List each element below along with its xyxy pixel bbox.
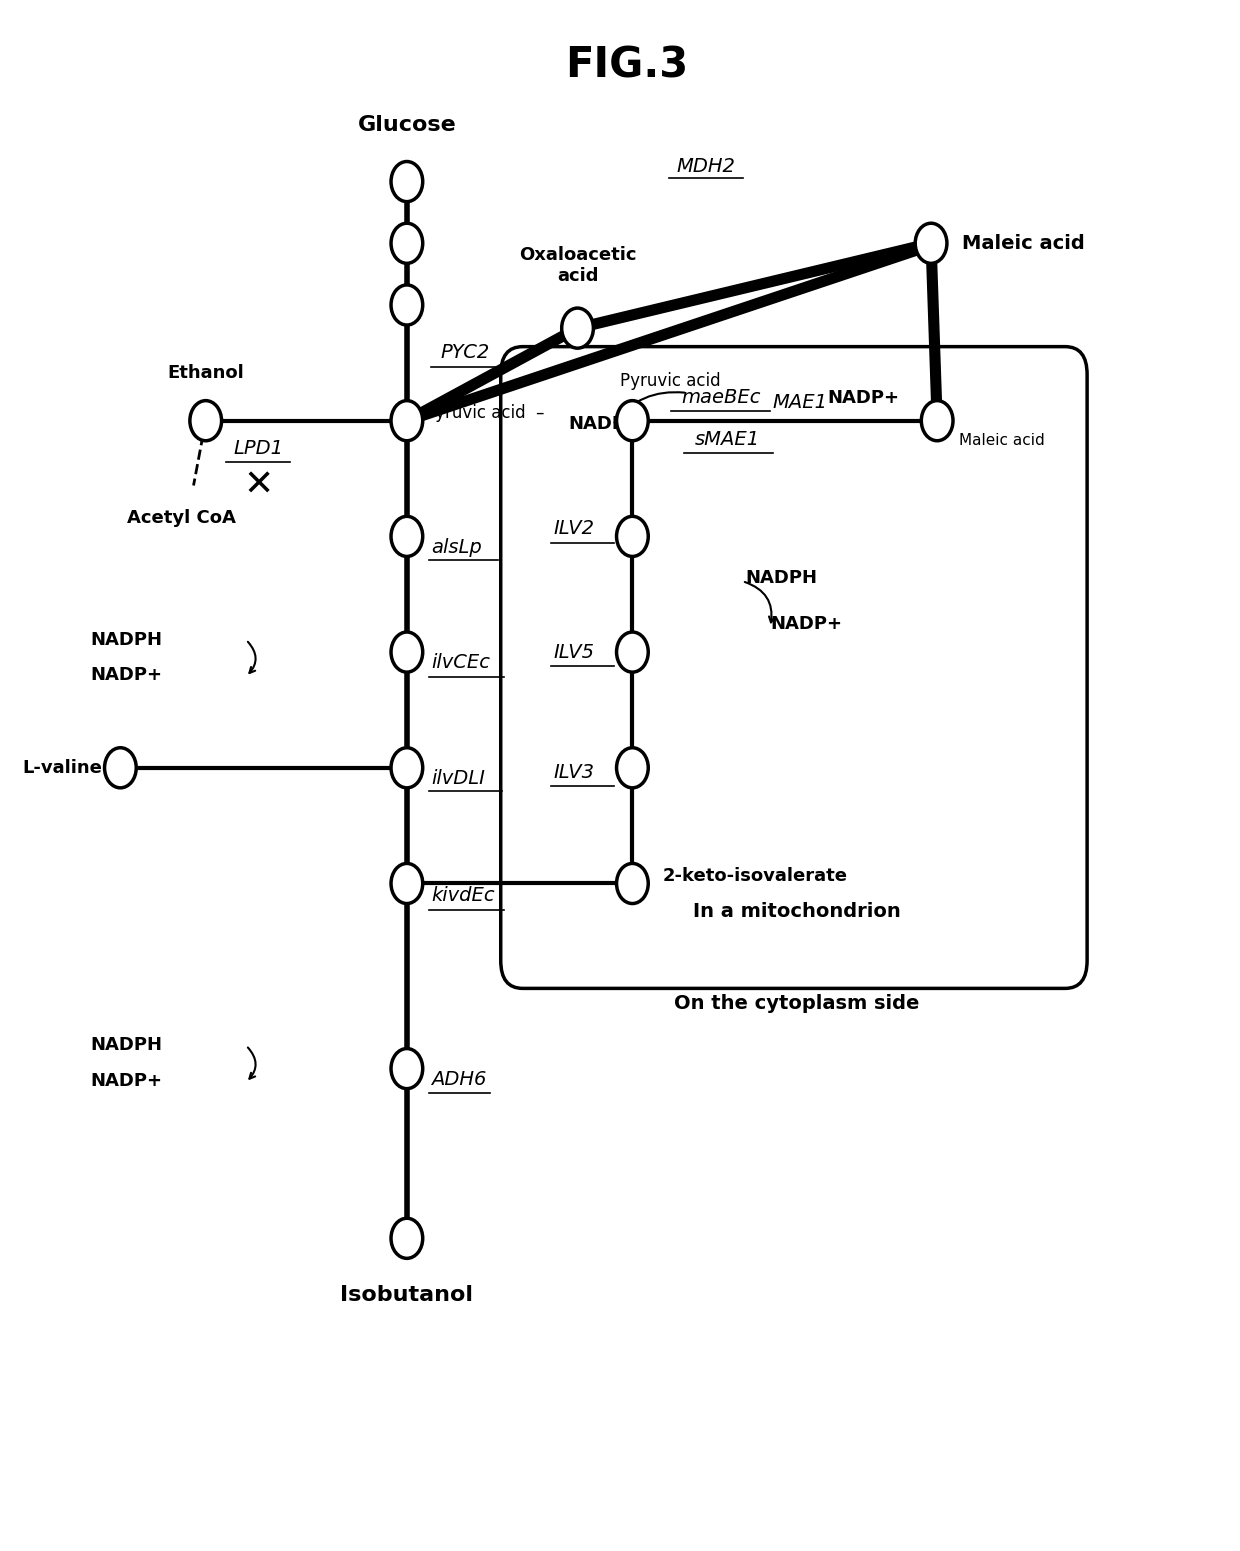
Text: NADP+: NADP+ (770, 616, 842, 633)
Text: FIG.3: FIG.3 (564, 45, 688, 87)
Text: maeBEc: maeBEc (682, 388, 761, 406)
Text: ADH6: ADH6 (432, 1070, 486, 1089)
Text: In a mitochondrion: In a mitochondrion (693, 901, 900, 921)
Text: Glucose: Glucose (357, 115, 456, 135)
Text: Isobutanol: Isobutanol (340, 1284, 474, 1304)
Text: Pyruvic acid: Pyruvic acid (620, 372, 720, 389)
Circle shape (391, 631, 423, 672)
Circle shape (391, 285, 423, 326)
Circle shape (190, 400, 222, 440)
Circle shape (391, 864, 423, 904)
Text: alsLp: alsLp (432, 538, 482, 557)
Circle shape (391, 1048, 423, 1089)
Circle shape (391, 516, 423, 557)
Text: L-valine: L-valine (22, 758, 102, 777)
Circle shape (391, 161, 423, 202)
Text: NADPH: NADPH (568, 414, 640, 433)
Text: Ethanol: Ethanol (167, 364, 244, 382)
Text: NADP+: NADP+ (827, 389, 899, 406)
Circle shape (616, 516, 649, 557)
Circle shape (921, 400, 954, 440)
Text: ilvDLI: ilvDLI (432, 769, 485, 788)
Text: NADPH: NADPH (91, 631, 162, 648)
Circle shape (391, 400, 423, 440)
Text: NADPH: NADPH (91, 1036, 162, 1055)
Text: LPD1: LPD1 (233, 439, 283, 458)
Circle shape (616, 864, 649, 904)
Text: NADP+: NADP+ (91, 1072, 162, 1090)
Text: ILV5: ILV5 (553, 642, 594, 662)
Text: MAE1: MAE1 (773, 392, 827, 411)
Circle shape (616, 400, 649, 440)
Text: Pyruvic acid  –: Pyruvic acid – (425, 403, 544, 422)
Text: kivdEc: kivdEc (432, 886, 495, 906)
Text: PYC2: PYC2 (440, 343, 490, 363)
Text: ILV2: ILV2 (553, 520, 594, 538)
Text: Maleic acid: Maleic acid (961, 234, 1084, 253)
Circle shape (562, 309, 594, 347)
Text: ILV3: ILV3 (553, 763, 594, 782)
Text: On the cytoplasm side: On the cytoplasm side (675, 994, 920, 1013)
Circle shape (616, 748, 649, 788)
Circle shape (391, 1218, 423, 1258)
Circle shape (391, 223, 423, 264)
Circle shape (616, 631, 649, 672)
Text: Oxaloacetic
acid: Oxaloacetic acid (518, 247, 636, 285)
Text: 2-keto-isovalerate: 2-keto-isovalerate (663, 867, 848, 884)
Circle shape (391, 748, 423, 788)
Text: ilvCEc: ilvCEc (432, 653, 490, 673)
Text: ✕: ✕ (243, 468, 273, 503)
Text: sMAE1: sMAE1 (694, 430, 760, 448)
Text: NADP+: NADP+ (91, 667, 162, 684)
Text: MDH2: MDH2 (676, 157, 735, 175)
Circle shape (915, 223, 947, 264)
Text: NADPH: NADPH (745, 569, 817, 586)
Text: Maleic acid: Maleic acid (959, 433, 1045, 448)
Text: Acetyl CoA: Acetyl CoA (126, 509, 236, 527)
Circle shape (104, 748, 136, 788)
